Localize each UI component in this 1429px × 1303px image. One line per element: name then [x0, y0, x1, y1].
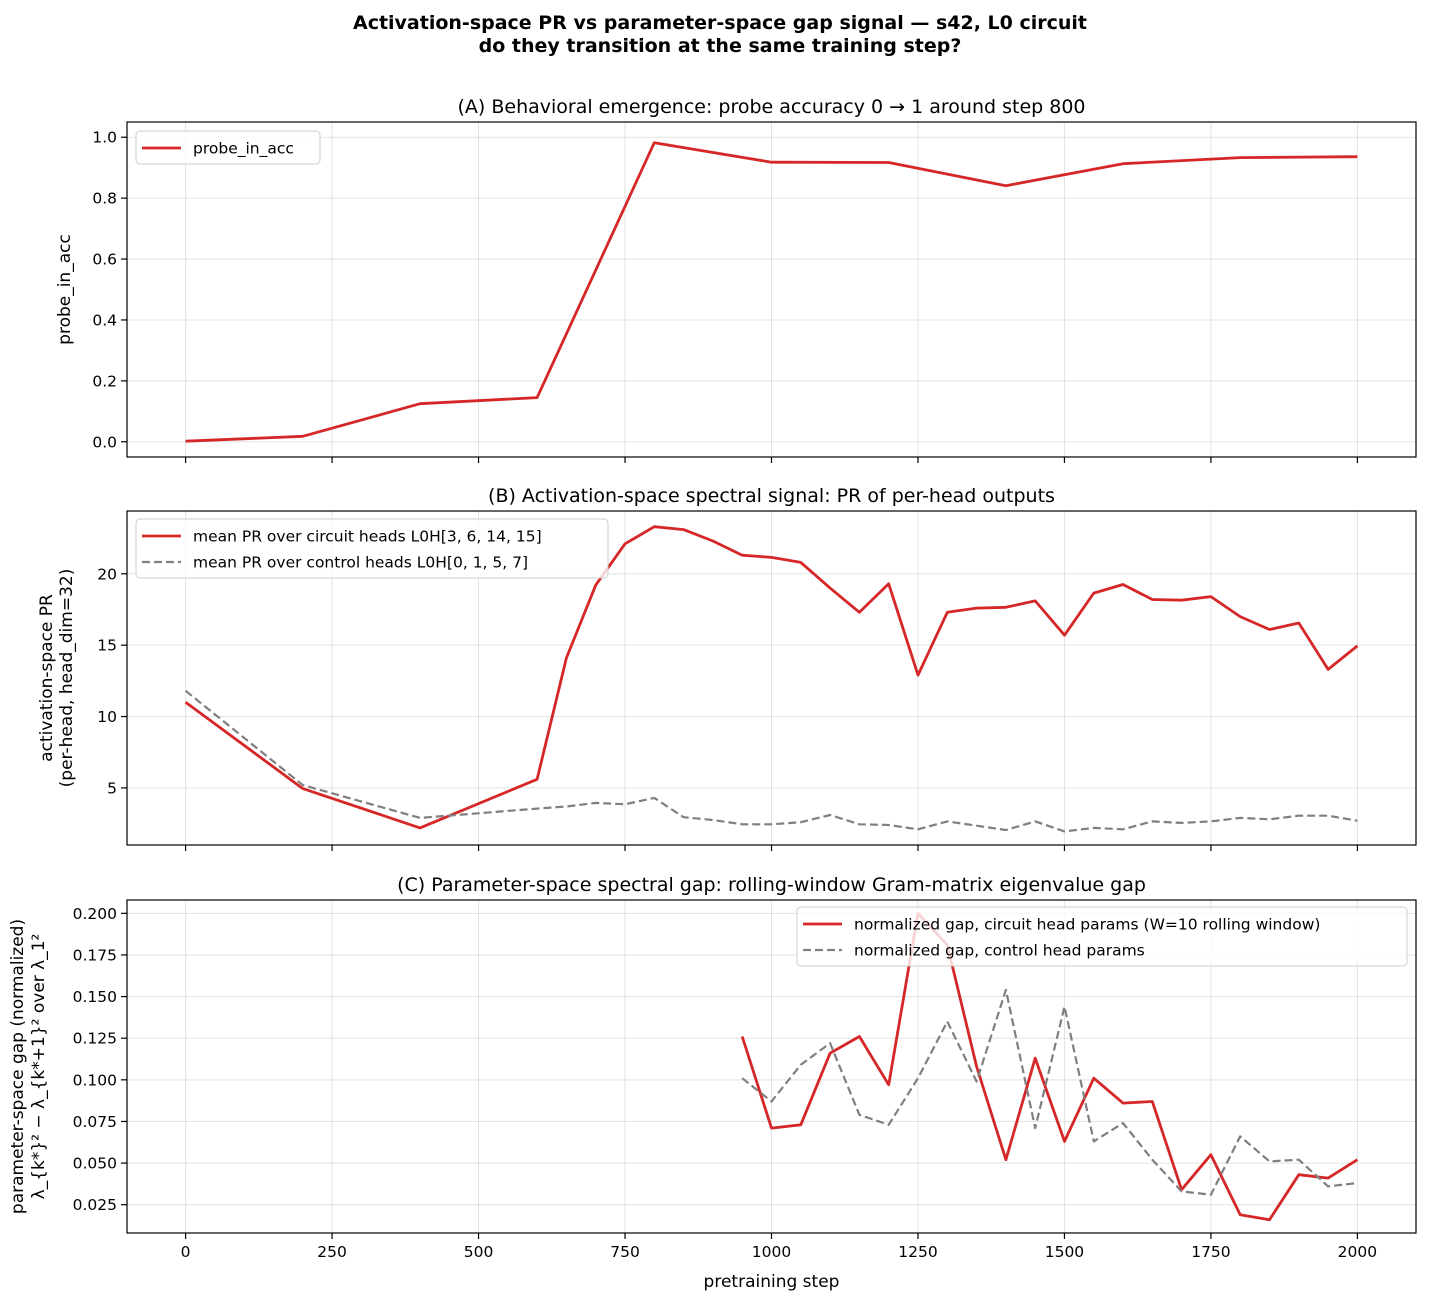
y-tick-label: 15	[97, 637, 117, 655]
y-tick-label: 0.150	[73, 988, 117, 1006]
legend: normalized gap, circuit head params (W=1…	[796, 906, 1408, 967]
x-tick-label: 1500	[1045, 1243, 1084, 1261]
legend-box	[135, 518, 609, 579]
x-tick-label: 0	[181, 1243, 191, 1261]
chart-panels: 0.0 0.2 0.4 0.6 0.8 1.0 (A) Behavioral emergen…	[8, 96, 1417, 1292]
panel-title: (C) Parameter-space spectral gap: rollin…	[397, 874, 1146, 896]
y-axis-label: λ_{k*}² − λ_{k*+1}² over λ_1²	[29, 934, 49, 1200]
series-line-1	[740, 911, 1359, 1222]
y-tick-label: 0.050	[73, 1155, 117, 1173]
y-tick-label: 0.100	[73, 1071, 117, 1089]
legend-entry-1: normalized gap, circuit head params (W=1…	[854, 916, 1320, 934]
series-line-2	[184, 689, 1358, 833]
y-tick-label: 0.8	[92, 190, 117, 208]
y-tick-label: 0.4	[92, 311, 117, 329]
x-tick-label: 250	[317, 1243, 347, 1261]
y-axis-label: (per-head, head_dim=32)	[57, 569, 77, 788]
y-axis-label: activation-space PR	[37, 594, 57, 762]
y-tick-label: 0.025	[73, 1196, 117, 1214]
y-tick-label: 0.0	[92, 433, 117, 451]
y-axis-label: parameter-space gap (normalized)	[8, 919, 28, 1214]
x-tick-label: 2000	[1338, 1243, 1377, 1261]
chart-panel-b: 5 10 15 20 (B) Activation-space spectral sig…	[37, 485, 1417, 851]
panel-title: (B) Activation-space spectral signal: PR…	[488, 485, 1055, 507]
y-tick-label: 0.6	[92, 251, 117, 269]
y-axis-label: probe_in_acc	[55, 234, 75, 345]
x-tick-label: 1250	[898, 1243, 937, 1261]
legend-box	[796, 906, 1408, 967]
y-tick-label: 1.0	[92, 129, 117, 147]
legend-box	[135, 130, 321, 165]
x-tick-label: 1750	[1191, 1243, 1230, 1261]
legend-entry-1: probe_in_acc	[193, 140, 294, 159]
y-tick-label: 0.2	[92, 372, 117, 390]
figure-suptitle-line1: Activation-space PR vs parameter-space g…	[353, 12, 1087, 34]
y-tick-label: 20	[97, 565, 117, 583]
legend: probe_in_acc	[135, 130, 321, 165]
y-tick-label: 10	[97, 708, 117, 726]
x-tick-label: 1000	[752, 1243, 791, 1261]
y-tick-label: 0.125	[73, 1030, 117, 1048]
y-tick-label: 0.175	[73, 946, 117, 964]
legend-entry-1: mean PR over circuit heads L0H[3, 6, 14,…	[193, 528, 542, 546]
legend-entry-2: mean PR over control heads L0H[0, 1, 5, …	[193, 554, 528, 572]
panel-title: (A) Behavioral emergence: probe accuracy…	[457, 96, 1085, 118]
x-tick-label: 500	[464, 1243, 494, 1261]
series-line-2	[741, 988, 1358, 1196]
x-axis-label: pretraining step	[704, 1272, 840, 1292]
y-tick-label: 0.200	[73, 905, 117, 923]
y-tick-label: 0.075	[73, 1113, 117, 1131]
y-tick-label: 5	[107, 779, 117, 797]
legend-entry-2: normalized gap, control head params	[854, 942, 1145, 960]
x-tick-label: 750	[610, 1243, 640, 1261]
series-line-1	[185, 141, 1358, 443]
legend: mean PR over circuit heads L0H[3, 6, 14,…	[135, 518, 609, 579]
chart-panel-c: 0 250 500 750 1000 1250 1500 1750 2000 0.025 0.050…	[8, 874, 1417, 1292]
chart-panel-a: 0.0 0.2 0.4 0.6 0.8 1.0 (A) Behavioral emergen…	[55, 96, 1417, 463]
figure-suptitle-line2: do they transition at the same training …	[479, 35, 962, 57]
